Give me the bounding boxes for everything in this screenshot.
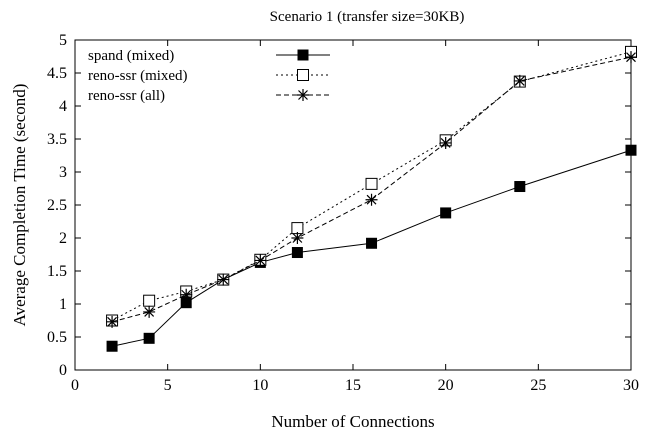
- y-tick-label: 0.5: [47, 329, 67, 346]
- series-line: [111, 51, 632, 321]
- y-tick-label: 3.5: [47, 131, 67, 148]
- data-point: [513, 74, 526, 87]
- y-axis-ticks: 0 0.5 1 1.5 2 2.5 3 3.5 4 4.5 5: [47, 32, 631, 379]
- y-tick-label: 3: [59, 164, 67, 181]
- series-2: [106, 45, 637, 327]
- legend-marker: [297, 49, 309, 61]
- data-point: [180, 288, 193, 301]
- legend-label: reno-ssr (all): [88, 88, 165, 104]
- x-tick-label: 10: [252, 377, 268, 394]
- x-tick-label: 30: [623, 377, 639, 394]
- y-tick-label: 1.5: [47, 263, 67, 280]
- y-tick-label: 2.5: [47, 197, 67, 214]
- data-point: [625, 144, 637, 156]
- series-line: [111, 56, 632, 323]
- legend-marker: [297, 89, 309, 101]
- series-1: [106, 144, 637, 352]
- y-tick-label: 2: [59, 230, 67, 247]
- series-layer: [106, 45, 637, 352]
- data-point: [514, 181, 526, 193]
- data-point: [143, 332, 155, 344]
- data-point: [365, 193, 378, 206]
- y-tick-label: 0: [59, 362, 67, 379]
- data-point: [143, 294, 156, 307]
- data-point: [106, 340, 118, 352]
- chart-title: Scenario 1 (transfer size=30KB): [270, 9, 465, 25]
- data-point: [365, 177, 378, 190]
- y-tick-label: 4.5: [47, 65, 67, 82]
- x-tick-label: 5: [164, 377, 172, 394]
- data-point: [439, 136, 452, 149]
- x-axis-label: Number of Connections: [271, 412, 434, 431]
- data-point: [366, 237, 378, 249]
- legend: spand (mixed) reno-ssr (mixed) reno-ssr (a…: [88, 48, 330, 104]
- data-point: [291, 247, 303, 259]
- legend-label: spand (mixed): [88, 48, 174, 64]
- x-tick-label: 20: [438, 377, 454, 394]
- x-tick-label: 15: [345, 377, 361, 394]
- data-point: [254, 254, 267, 267]
- data-point: [440, 207, 452, 219]
- legend-marker: [297, 69, 309, 81]
- series-3: [106, 51, 637, 328]
- legend-label: reno-ssr (mixed): [88, 68, 188, 84]
- y-axis-label: Average Completion Time (second): [10, 84, 29, 327]
- x-tick-label: 25: [530, 377, 546, 394]
- x-axis-ticks: 0 5 10 15 20 25 30: [71, 40, 639, 394]
- y-tick-label: 4: [59, 98, 67, 115]
- data-point: [143, 305, 156, 318]
- data-point: [217, 273, 230, 286]
- y-tick-label: 1: [59, 296, 67, 313]
- y-tick-label: 5: [59, 32, 67, 49]
- x-tick-label: 0: [71, 377, 79, 394]
- data-point: [291, 222, 304, 235]
- data-point: [106, 315, 119, 328]
- data-point: [625, 51, 637, 64]
- data-point: [291, 232, 304, 244]
- series-line: [111, 149, 632, 347]
